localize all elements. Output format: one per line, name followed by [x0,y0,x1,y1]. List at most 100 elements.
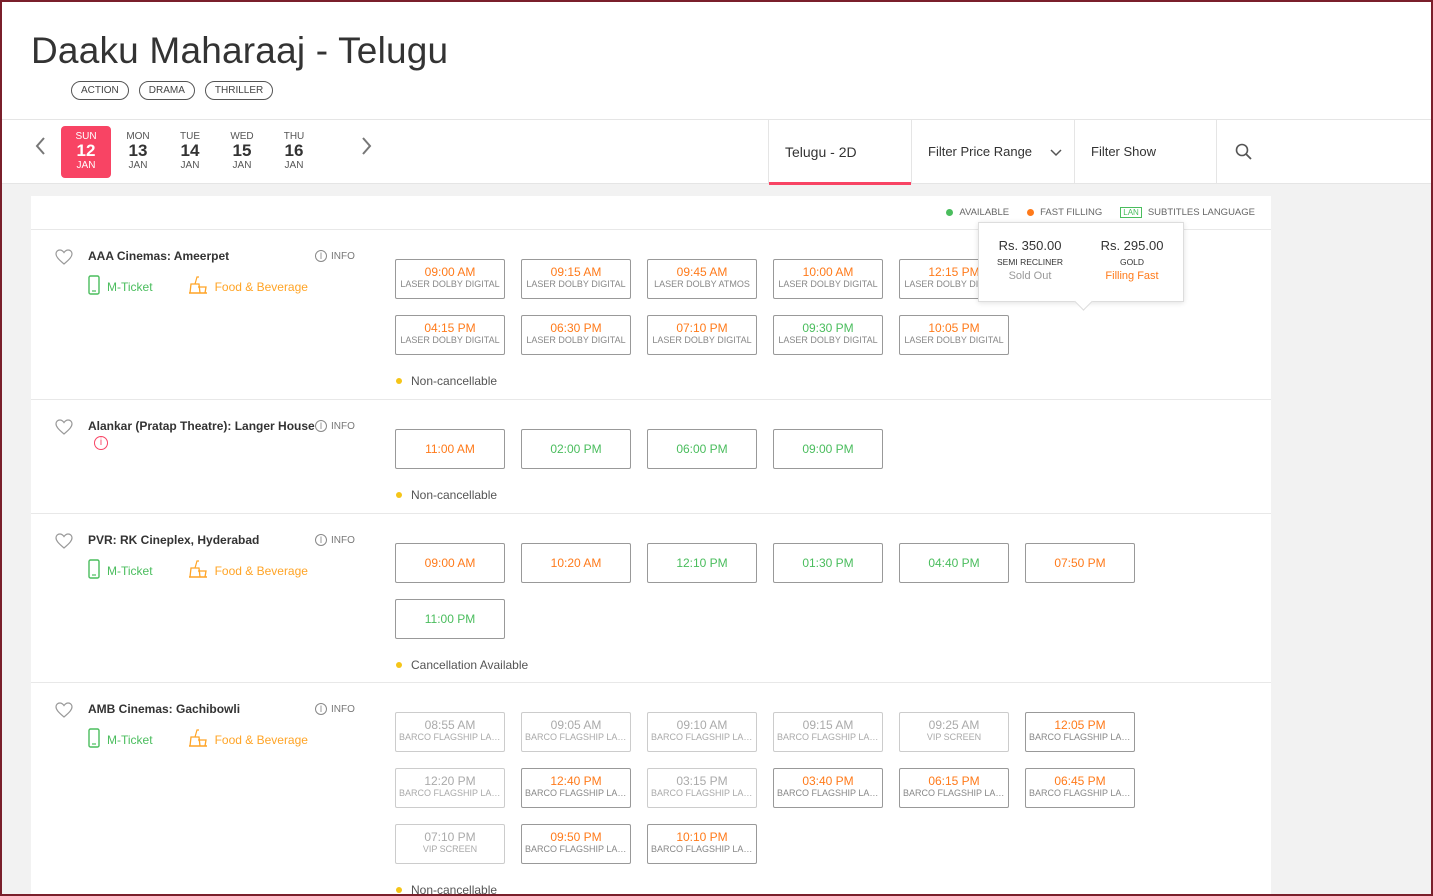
showtime-time: 04:40 PM [928,556,980,570]
showtime-time: 10:00 AM [802,265,854,279]
venue-name[interactable]: Alankar (Pratap Theatre): Langer House [88,419,315,433]
venue-info-button[interactable]: i INFO [315,534,355,546]
venue-name[interactable]: AAA Cinemas: Ameerpet [88,249,230,263]
showtime-button[interactable]: 12:20 PM BARCO FLAGSHIP LASER [395,768,505,808]
venue-info-button[interactable]: i INFO [315,420,355,432]
venue-amenities: M-Ticket Food & Beverage [88,275,308,298]
showtime-button[interactable]: 10:00 AM LASER DOLBY DIGITAL [773,259,883,299]
note-dot-icon [396,492,402,498]
cancellation-label: Non-cancellable [411,488,498,502]
showtime-button[interactable]: 11:00 AM [395,429,505,469]
tooltip-category: Rs. 350.00 SEMI RECLINER Sold Out [979,223,1081,301]
showtime-button[interactable]: 07:50 PM [1025,543,1135,583]
date-item[interactable]: THU 16 JAN [269,126,319,178]
showtime-button[interactable]: 06:30 PM LASER DOLBY DIGITAL [521,315,631,355]
showtime-button[interactable]: 08:55 AM BARCO FLAGSHIP LASER [395,712,505,752]
favorite-heart-icon[interactable] [55,249,73,265]
showtime-time: 07:10 PM [424,830,476,844]
showtime-button[interactable]: 01:30 PM [773,543,883,583]
m-ticket-badge: M-Ticket [88,728,153,751]
showtime-button[interactable]: 12:40 PM BARCO FLAGSHIP LASER [521,768,631,808]
showtime-button[interactable]: 03:40 PM BARCO FLAGSHIP LASER [773,768,883,808]
date-weekday: TUE [180,131,200,142]
venue-info-button[interactable]: i INFO [315,703,355,715]
showtime-button[interactable]: 12:05 PM BARCO FLAGSHIP LASER [1025,712,1135,752]
price-range-filter[interactable]: Filter Price Range [911,120,1074,184]
showtime-button[interactable]: 09:15 AM BARCO FLAGSHIP LASER [773,712,883,752]
genre-tag[interactable]: ACTION [71,81,129,100]
showtime-button[interactable]: 09:10 AM BARCO FLAGSHIP LASER [647,712,757,752]
showtime-format: BARCO FLAGSHIP LASER [525,844,630,854]
showtime-time: 09:10 AM [676,718,728,732]
note-dot-icon [396,887,402,893]
date-item[interactable]: SUN 12 JAN [61,126,111,178]
venue-name[interactable]: PVR: RK Cineplex, Hyderabad [88,533,260,547]
language-filter-tab[interactable]: Telugu - 2D [768,120,911,185]
date-list: SUN 12 JAN MON 13 JAN TUE 14 JAN WED 15 … [61,126,321,178]
venue-row: AMB Cinemas: Gachibowli i INFO M-Ticket Food… [31,682,1271,896]
showtime-time: 03:15 PM [676,774,728,788]
showtime-time: 09:15 AM [550,265,602,279]
showtime-button[interactable]: 10:10 PM BARCO FLAGSHIP LASER [647,824,757,864]
showtime-button[interactable]: 09:25 AM VIP SCREEN [899,712,1009,752]
show-timings-filter[interactable]: Filter Show Timings [1074,120,1217,223]
prev-date-chevron-icon[interactable] [31,134,51,158]
showtime-button[interactable]: 03:15 PM BARCO FLAGSHIP LASER [647,768,757,808]
tooltip-price: Rs. 295.00 [1100,238,1164,253]
genre-tag[interactable]: DRAMA [138,81,195,100]
date-item[interactable]: TUE 14 JAN [165,126,215,178]
date-item[interactable]: WED 15 JAN [217,126,267,178]
showtime-button[interactable]: 02:00 PM [521,429,631,469]
showtime-button[interactable]: 09:00 PM [773,429,883,469]
date-number: 13 [128,141,148,160]
genre-tag[interactable]: THRILLER [204,81,274,100]
showtime-button[interactable]: 09:05 AM BARCO FLAGSHIP LASER [521,712,631,752]
showtime-button[interactable]: 06:00 PM [647,429,757,469]
showtime-button[interactable]: 06:15 PM BARCO FLAGSHIP LASER [899,768,1009,808]
showtime-format: BARCO FLAGSHIP LASER [1029,788,1134,798]
next-date-chevron-icon[interactable] [356,134,376,158]
date-item[interactable]: MON 13 JAN [113,126,163,178]
showtime-button[interactable]: 06:45 PM BARCO FLAGSHIP LASER [1025,768,1135,808]
favorite-heart-icon[interactable] [55,702,73,718]
availability-legend: AVAILABLE FAST FILLING LAN SUBTITLES LAN… [946,207,1255,218]
m-ticket-label: M-Ticket [107,279,153,294]
showtime-button[interactable]: 09:15 AM LASER DOLBY DIGITAL [521,259,631,299]
movie-title: Daaku Maharaaj - Telugu [31,30,449,71]
showtime-button[interactable]: 04:40 PM [899,543,1009,583]
showtime-format: BARCO FLAGSHIP LASER [777,788,882,798]
venue-amenities: M-Ticket Food & Beverage [88,559,308,582]
showtime-button[interactable]: 07:10 PM LASER DOLBY DIGITAL [647,315,757,355]
favorite-heart-icon[interactable] [55,533,73,549]
showtime-button[interactable]: 07:10 PM VIP SCREEN [395,824,505,864]
showtime-button[interactable]: 04:15 PM LASER DOLBY DIGITAL [395,315,505,355]
mobile-phone-icon [88,728,100,751]
date-month: JAN [284,160,304,171]
cancellation-note: Non-cancellable [396,883,497,896]
showtime-format: BARCO FLAGSHIP LASER [651,732,756,742]
showtime-button[interactable]: 12:10 PM [647,543,757,583]
showtime-button[interactable]: 09:50 PM BARCO FLAGSHIP LASER [521,824,631,864]
food-beverage-label: Food & Beverage [214,563,308,578]
venue-name[interactable]: AMB Cinemas: Gachibowli [88,702,241,716]
date-month: JAN [76,160,96,171]
showtime-button[interactable]: 11:00 PM [395,599,505,639]
showtime-format: VIP SCREEN [926,732,982,742]
showtime-button[interactable]: 09:00 AM [395,543,505,583]
venue-info-button[interactable]: i INFO [315,250,355,262]
m-ticket-badge: M-Ticket [88,559,153,582]
showtime-button[interactable]: 09:45 AM LASER DOLBY ATMOS [647,259,757,299]
showtime-button[interactable]: 09:00 AM LASER DOLBY DIGITAL [395,259,505,299]
showtime-time: 12:10 PM [676,556,728,570]
venue-amenities: M-Ticket Food & Beverage [88,728,308,751]
lan-badge-icon: LAN [1120,207,1142,218]
favorite-heart-icon[interactable] [55,419,73,435]
search-icon[interactable] [1234,142,1254,162]
showtime-button[interactable]: 10:20 AM [521,543,631,583]
cancellation-note: Non-cancellable [396,374,497,388]
showtime-button[interactable]: 09:30 PM LASER DOLBY DIGITAL [773,315,883,355]
note-dot-icon [396,378,402,384]
info-icon: i [315,250,327,262]
alert-info-icon[interactable]: i [94,436,108,450]
showtime-button[interactable]: 10:05 PM LASER DOLBY DIGITAL [899,315,1009,355]
